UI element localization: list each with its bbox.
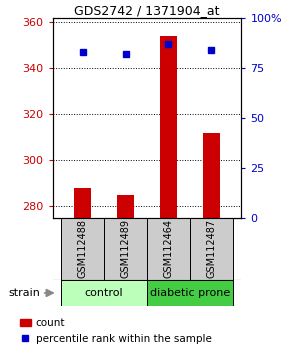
Bar: [160, 36, 177, 218]
Bar: [61, 218, 104, 280]
Legend: count, percentile rank within the sample: count, percentile rank within the sample: [20, 319, 212, 344]
Bar: [203, 133, 220, 218]
Bar: [190, 218, 233, 280]
Text: GSM112487: GSM112487: [206, 219, 216, 278]
Bar: [117, 195, 134, 218]
Text: strain: strain: [9, 288, 41, 298]
Text: GSM112488: GSM112488: [78, 219, 88, 278]
Bar: [61, 280, 147, 306]
Text: control: control: [85, 288, 123, 298]
Text: GSM112464: GSM112464: [164, 219, 173, 278]
Text: diabetic prone: diabetic prone: [150, 288, 230, 298]
Bar: [74, 188, 91, 218]
Bar: [104, 218, 147, 280]
Title: GDS2742 / 1371904_at: GDS2742 / 1371904_at: [74, 4, 220, 17]
Bar: [147, 280, 233, 306]
Text: GSM112489: GSM112489: [121, 219, 130, 278]
Bar: [147, 218, 190, 280]
